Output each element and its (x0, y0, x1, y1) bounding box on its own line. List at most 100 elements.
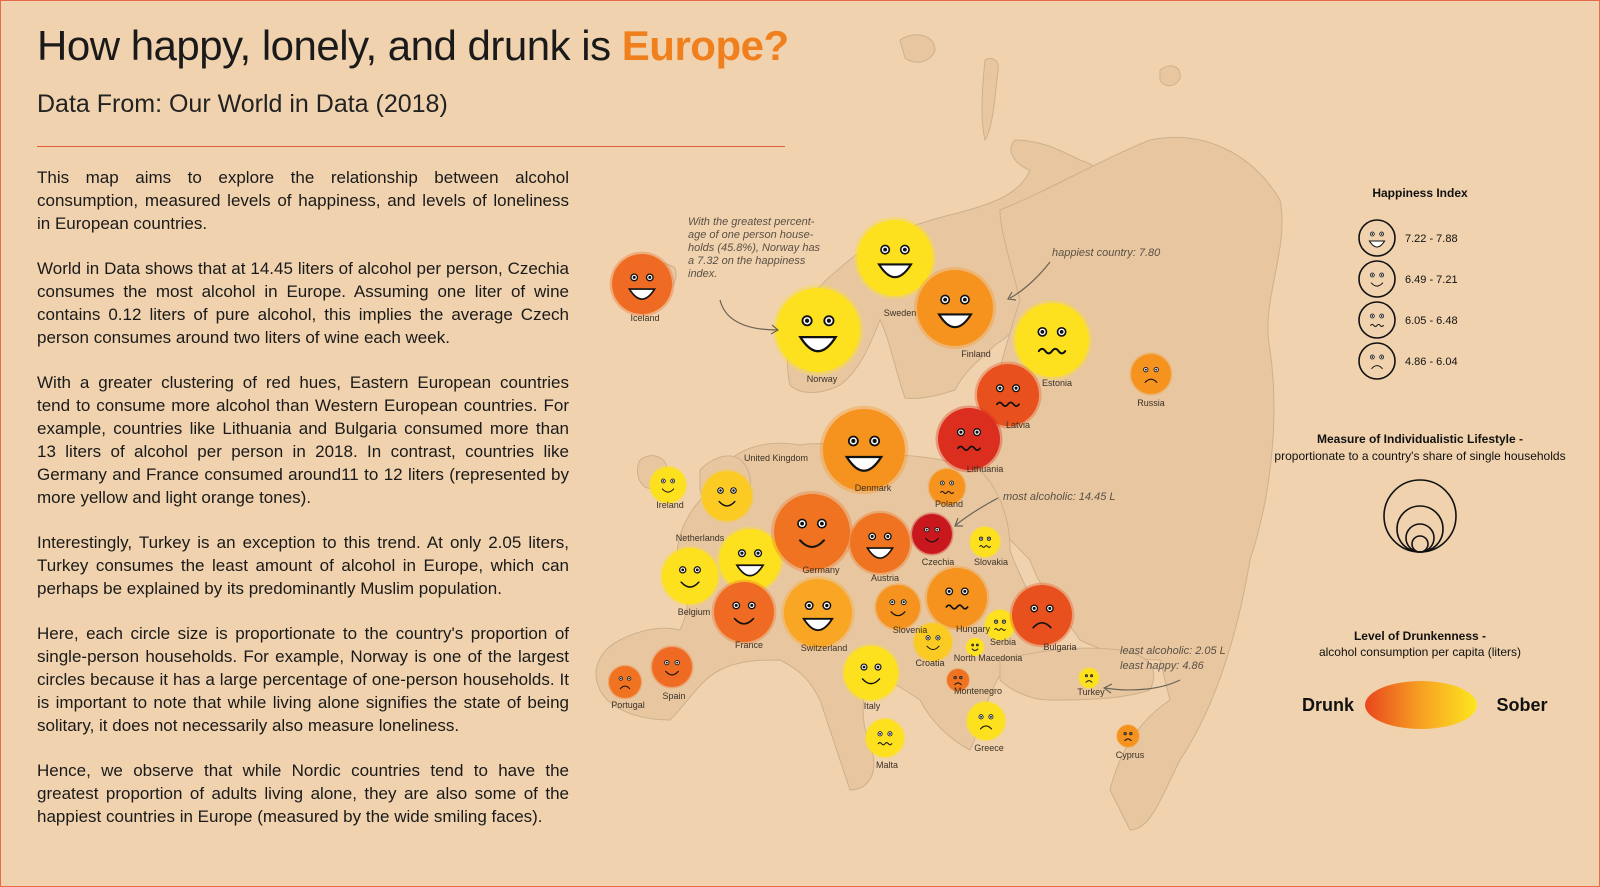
label-russia: Russia (1137, 398, 1165, 408)
bubble-croatia (912, 621, 954, 663)
bubble-malta (864, 717, 906, 759)
bubble-iceland (609, 251, 675, 317)
annotation-most-alcoholic: most alcoholic: 14.45 L (1003, 491, 1116, 503)
bubble-montenegro (946, 668, 970, 692)
legend-happiness-range: 6.05 - 6.48 (1405, 315, 1458, 327)
label-united-kingdom: United Kingdom (744, 453, 808, 463)
bubble-poland (927, 467, 967, 507)
label-slovenia: Slovenia (893, 625, 928, 635)
label-ireland: Ireland (656, 500, 684, 510)
annotation-norway: With the greatest percent- age of one pe… (688, 216, 823, 280)
bubble-hungary (924, 565, 990, 631)
page-title: How happy, lonely, and drunk is Europe? (37, 22, 789, 70)
annotation-arrow-happiest (1009, 261, 1051, 299)
label-serbia: Serbia (990, 637, 1016, 647)
label-france: France (735, 640, 763, 650)
bubble-north-macedonia (965, 637, 985, 657)
label-spain: Spain (662, 691, 685, 701)
label-belgium: Belgium (678, 607, 711, 617)
bubble-netherlands (716, 526, 784, 594)
paragraph-6: Hence, we observe that while Nordic coun… (37, 761, 569, 826)
bubble-cyprus (1116, 724, 1140, 748)
legend-drunk-gradient (1365, 681, 1477, 729)
label-poland: Poland (935, 499, 963, 509)
legend-happiness-item: 4.86 - 6.04 (1358, 342, 1458, 380)
label-turkey: Turkey (1077, 687, 1105, 697)
paragraph-5: Here, each circle size is proportionate … (37, 624, 569, 735)
legend: Happiness Index 7.22 - 7.88 6.49 - 7.21 6.… (1274, 186, 1566, 729)
bubble-norway (772, 284, 864, 376)
label-north-macedonia: North Macedonia (954, 653, 1023, 663)
label-austria: Austria (871, 573, 899, 583)
legend-happiness-item: 7.22 - 7.88 (1358, 219, 1458, 257)
country-bubbles (607, 216, 1173, 759)
bubble-united-kingdom (700, 469, 754, 523)
bubble-france (711, 579, 777, 645)
legend-drunk-title: Level of Drunkenness - (1354, 629, 1486, 643)
bubble-latvia (974, 361, 1042, 429)
bubble-austria (847, 510, 913, 576)
bubble-finland (913, 266, 997, 350)
label-iceland: Iceland (630, 313, 659, 323)
legend-size-circles (1383, 479, 1457, 553)
bubble-germany (770, 490, 854, 574)
label-lithuania: Lithuania (967, 464, 1004, 474)
legend-happiness-item: 6.49 - 7.21 (1358, 260, 1458, 298)
label-croatia: Croatia (915, 658, 944, 668)
bubble-bulgaria (1009, 582, 1075, 648)
bubble-lithuania (935, 405, 1003, 473)
label-greece: Greece (974, 743, 1004, 753)
legend-sober-label: Sober (1496, 695, 1547, 715)
bubble-turkey (1078, 667, 1100, 689)
label-montenegro: Montenegro (954, 686, 1002, 696)
annotation-happiest: happiest country: 7.80 (1052, 247, 1161, 259)
legend-drunk-sub: alcohol consumption per capita (liters) (1319, 645, 1521, 659)
legend-happiness-items: 7.22 - 7.88 6.49 - 7.21 6.05 - 6.48 4.86 - … (1358, 219, 1458, 380)
legend-individualism-title: Measure of Individualistic Lifestyle - (1317, 432, 1523, 446)
label-portugal: Portugal (611, 700, 645, 710)
label-czechia: Czechia (922, 557, 955, 567)
legend-individualism-sub: proportionate to a country's share of si… (1274, 449, 1565, 463)
label-netherlands: Netherlands (676, 533, 725, 543)
label-italy: Italy (864, 701, 881, 711)
body-text: This map aims to explore the relationshi… (37, 166, 569, 850)
annotation-arrow-most-alcoholic (955, 497, 999, 526)
legend-happiness-title: Happiness Index (1372, 186, 1468, 200)
bubble-belgium (659, 545, 721, 607)
label-slovakia: Slovakia (974, 557, 1008, 567)
label-bulgaria: Bulgaria (1043, 642, 1076, 652)
annotation-arrow-norway (719, 299, 779, 331)
bubble-italy (841, 643, 901, 703)
annotation-least: least alcoholic: 2.05 L least happy: 4.8… (1120, 645, 1229, 672)
legend-happiness-range: 4.86 - 6.04 (1405, 356, 1458, 368)
title-main: How happy, lonely, and drunk is (37, 22, 611, 69)
label-germany: Germany (802, 565, 840, 575)
bubble-switzerland (781, 576, 855, 650)
bubble-greece (965, 700, 1007, 742)
title-divider (37, 146, 785, 147)
annotations: With the greatest percent- age of one pe… (688, 216, 1229, 694)
title-accent: Europe? (621, 22, 789, 69)
paragraph-1: This map aims to explore the relationshi… (37, 168, 569, 233)
legend-happiness-range: 6.49 - 7.21 (1405, 274, 1458, 286)
paragraph-3: With a greater clustering of red hues, E… (37, 373, 569, 507)
paragraph-4: Interestingly, Turkey is an exception to… (37, 533, 569, 598)
bubble-ireland (648, 465, 688, 505)
bubble-slovenia (874, 583, 922, 631)
bubble-spain (650, 645, 694, 689)
bubble-denmark (819, 405, 909, 495)
legend-happiness-range: 7.22 - 7.88 (1405, 233, 1458, 245)
page-subtitle: Data From: Our World in Data (2018) (37, 90, 448, 118)
label-sweden: Sweden (884, 308, 917, 318)
bubble-czechia (910, 512, 954, 556)
country-labels: Iceland Norway Sweden Finland Estonia Russia L… (611, 308, 1165, 770)
label-cyprus: Cyprus (1116, 750, 1145, 760)
label-estonia: Estonia (1042, 378, 1072, 388)
label-norway: Norway (807, 374, 838, 384)
label-malta: Malta (876, 760, 898, 770)
bubble-russia (1129, 352, 1173, 396)
bubble-estonia (1012, 300, 1092, 380)
legend-happiness-item: 6.05 - 6.48 (1358, 301, 1458, 339)
